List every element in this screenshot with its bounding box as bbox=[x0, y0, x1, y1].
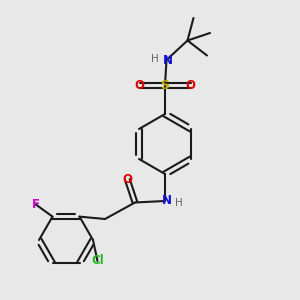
Text: H: H bbox=[175, 198, 182, 208]
Text: O: O bbox=[134, 79, 145, 92]
Text: N: N bbox=[161, 194, 172, 208]
Text: O: O bbox=[185, 79, 196, 92]
Text: H: H bbox=[151, 53, 158, 64]
Text: F: F bbox=[32, 198, 40, 211]
Text: N: N bbox=[163, 53, 173, 67]
Text: O: O bbox=[122, 173, 133, 187]
Text: S: S bbox=[160, 79, 169, 92]
Text: Cl: Cl bbox=[91, 254, 104, 268]
